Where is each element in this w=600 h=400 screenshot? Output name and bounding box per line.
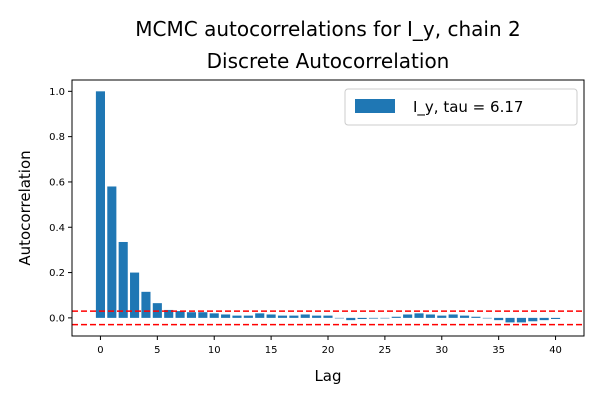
y-tick-label: 0.6 — [49, 177, 65, 188]
y-tick-label: 0.4 — [49, 223, 65, 234]
bar — [516, 317, 526, 323]
y-tick-label: 0.8 — [49, 132, 65, 143]
legend-swatch — [355, 99, 395, 113]
bar — [198, 312, 208, 318]
bar — [164, 309, 174, 318]
x-tick-label: 20 — [322, 345, 335, 356]
bar — [380, 317, 390, 319]
bar — [232, 315, 242, 318]
legend-label: I_y, tau = 6.17 — [413, 98, 523, 117]
bar — [459, 315, 470, 318]
y-axis-label: Autocorrelation — [16, 150, 34, 265]
x-tick-label: 5 — [154, 345, 160, 356]
bar — [505, 317, 515, 323]
bar — [425, 314, 435, 318]
bar — [368, 317, 379, 319]
bar — [494, 317, 504, 321]
y-tick-label: 1.0 — [49, 87, 65, 98]
bar — [107, 186, 117, 318]
chart-subtitle: Discrete Autocorrelation — [207, 49, 450, 73]
bar — [471, 316, 481, 318]
x-tick-label: 0 — [97, 345, 103, 356]
x-tick-label: 10 — [208, 345, 221, 356]
bar — [551, 317, 561, 320]
bar — [539, 317, 549, 321]
bar — [175, 311, 185, 318]
bar — [289, 315, 299, 318]
bar — [277, 315, 288, 318]
bar — [243, 315, 253, 318]
bar — [209, 313, 219, 318]
bar — [95, 91, 105, 318]
bar — [482, 317, 492, 319]
x-tick-label: 15 — [265, 345, 278, 356]
bar — [391, 316, 401, 318]
bar — [186, 312, 197, 318]
y-tick-label: 0.0 — [49, 313, 65, 324]
chart-title: MCMC autocorrelations for I_y, chain 2 — [135, 17, 520, 41]
bar — [312, 315, 322, 318]
bar — [357, 317, 367, 320]
bar — [300, 314, 310, 318]
y-tick-label: 0.2 — [49, 268, 65, 279]
bar — [141, 291, 151, 318]
bar — [403, 314, 413, 318]
x-tick-label: 25 — [379, 345, 392, 356]
legend: I_y, tau = 6.17 — [344, 88, 578, 126]
bar — [528, 317, 538, 322]
bar — [323, 315, 333, 318]
x-tick-label: 30 — [435, 345, 448, 356]
x-tick-label: 40 — [549, 345, 562, 356]
bar — [334, 317, 344, 319]
plot-area — [72, 91, 584, 326]
x-tick-label: 35 — [492, 345, 505, 356]
bar — [221, 314, 231, 318]
bar — [266, 314, 276, 318]
bar — [130, 272, 140, 318]
bar — [346, 317, 356, 321]
legend-box — [344, 88, 578, 126]
bar — [118, 241, 128, 318]
bar — [255, 313, 265, 318]
bar — [448, 314, 458, 318]
bar — [414, 313, 424, 318]
bar — [437, 315, 447, 318]
x-axis-label: Lag — [314, 367, 341, 385]
